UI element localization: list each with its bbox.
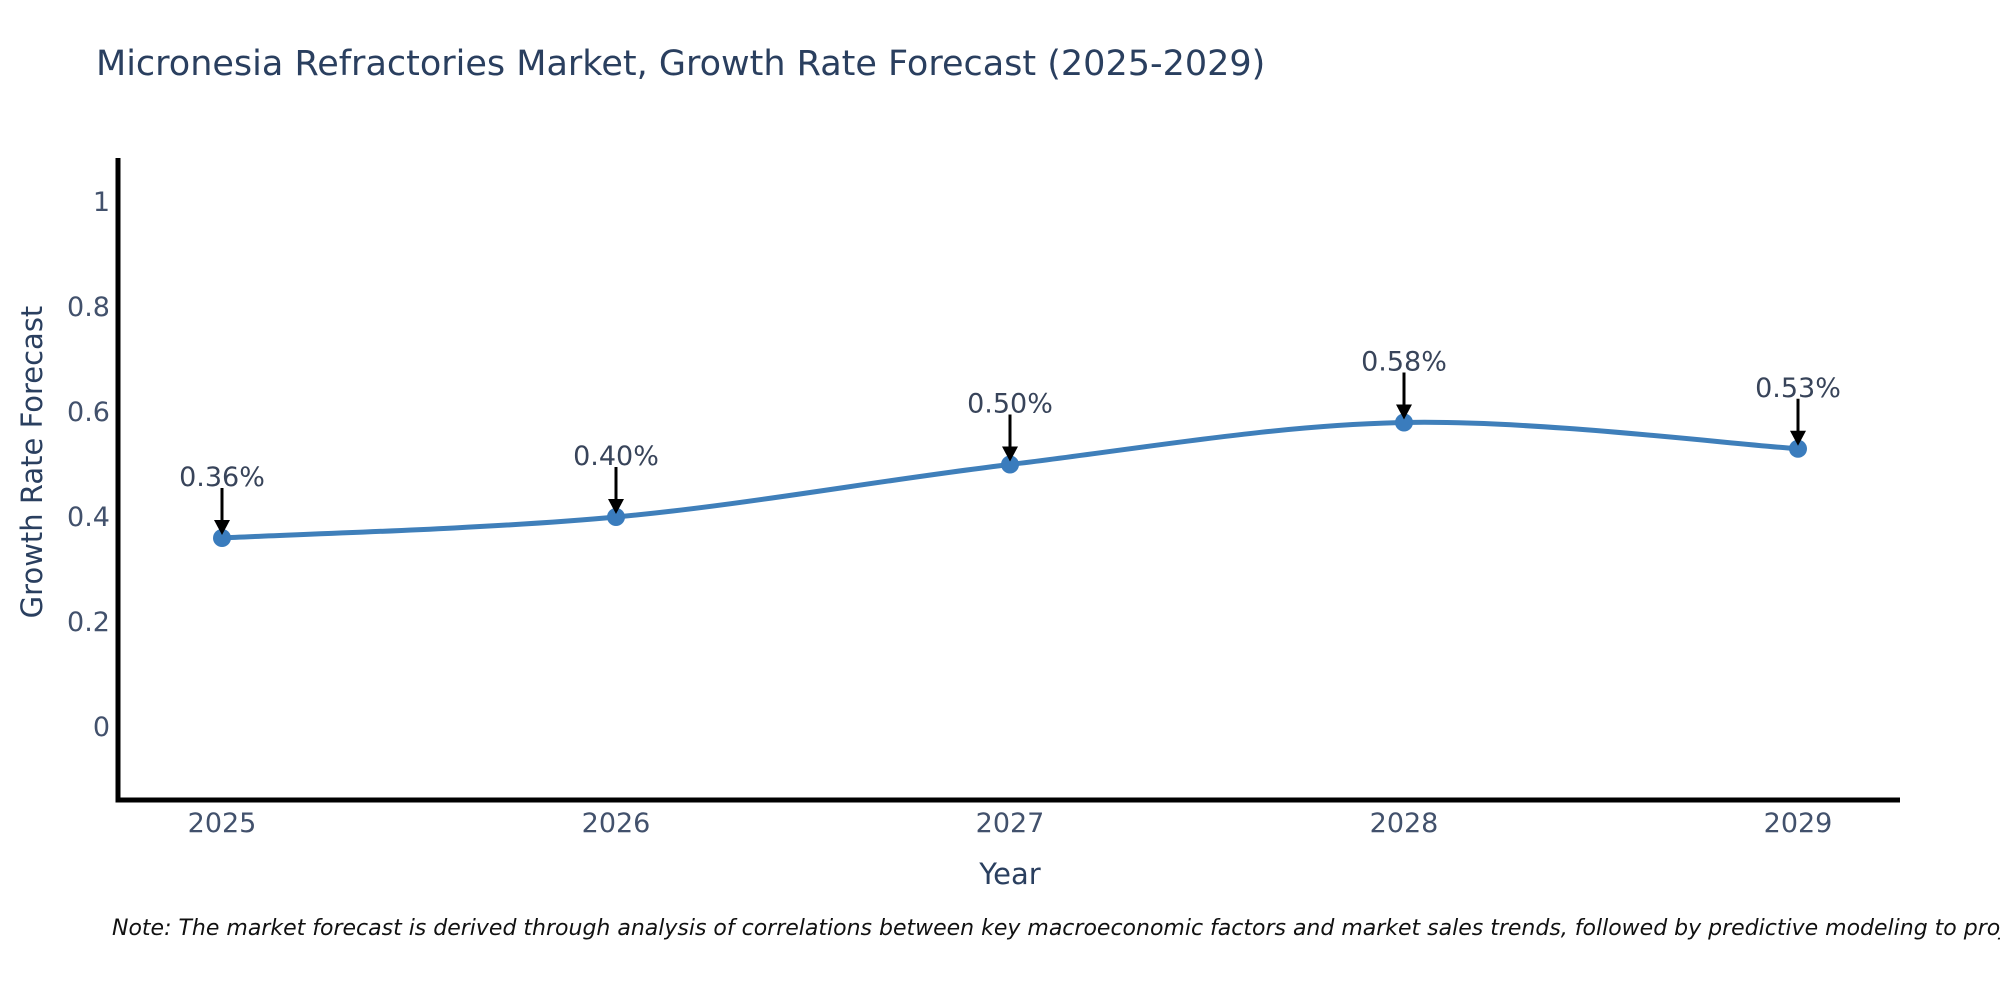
- data-point-marker: [1001, 455, 1019, 474]
- x-tick-label: 2026: [582, 808, 651, 839]
- data-point-marker: [607, 508, 625, 526]
- data-point-label: 0.36%: [179, 462, 265, 493]
- annotation-arrow-head: [1396, 404, 1412, 420]
- y-tick-label: 0.6: [67, 397, 110, 428]
- footnote: Note: The market forecast is derived thr…: [112, 916, 2000, 941]
- data-point-marker: [213, 529, 231, 547]
- chart-title: Micronesia Refractories Market, Growth R…: [96, 44, 1266, 84]
- y-tick-label: 0.2: [67, 607, 110, 638]
- x-tick-label: 2025: [188, 808, 257, 839]
- annotation-arrow-head: [1002, 446, 1018, 462]
- annotation-arrow-head: [608, 499, 624, 514]
- data-point-marker: [1395, 413, 1413, 432]
- data-point-label: 0.50%: [967, 389, 1053, 420]
- data-point-label: 0.53%: [1755, 373, 1841, 404]
- data-point-label: 0.40%: [573, 441, 659, 472]
- y-tick-label: 0.8: [67, 292, 110, 323]
- data-point-label: 0.58%: [1361, 347, 1447, 378]
- x-tick-label: 2029: [1764, 808, 1833, 839]
- y-tick-label: 0.4: [67, 502, 110, 533]
- x-axis-title: Year: [979, 857, 1041, 891]
- data-point-marker: [1789, 439, 1807, 458]
- annotation-arrow-head: [214, 520, 230, 535]
- axis-lines: [115, 158, 1900, 803]
- annotation-arrow-head: [1790, 430, 1806, 446]
- y-tick-label: 0: [93, 712, 110, 743]
- x-tick-label: 2027: [976, 808, 1045, 839]
- y-tick-label: 1: [93, 187, 110, 218]
- x-tick-label: 2028: [1370, 808, 1439, 839]
